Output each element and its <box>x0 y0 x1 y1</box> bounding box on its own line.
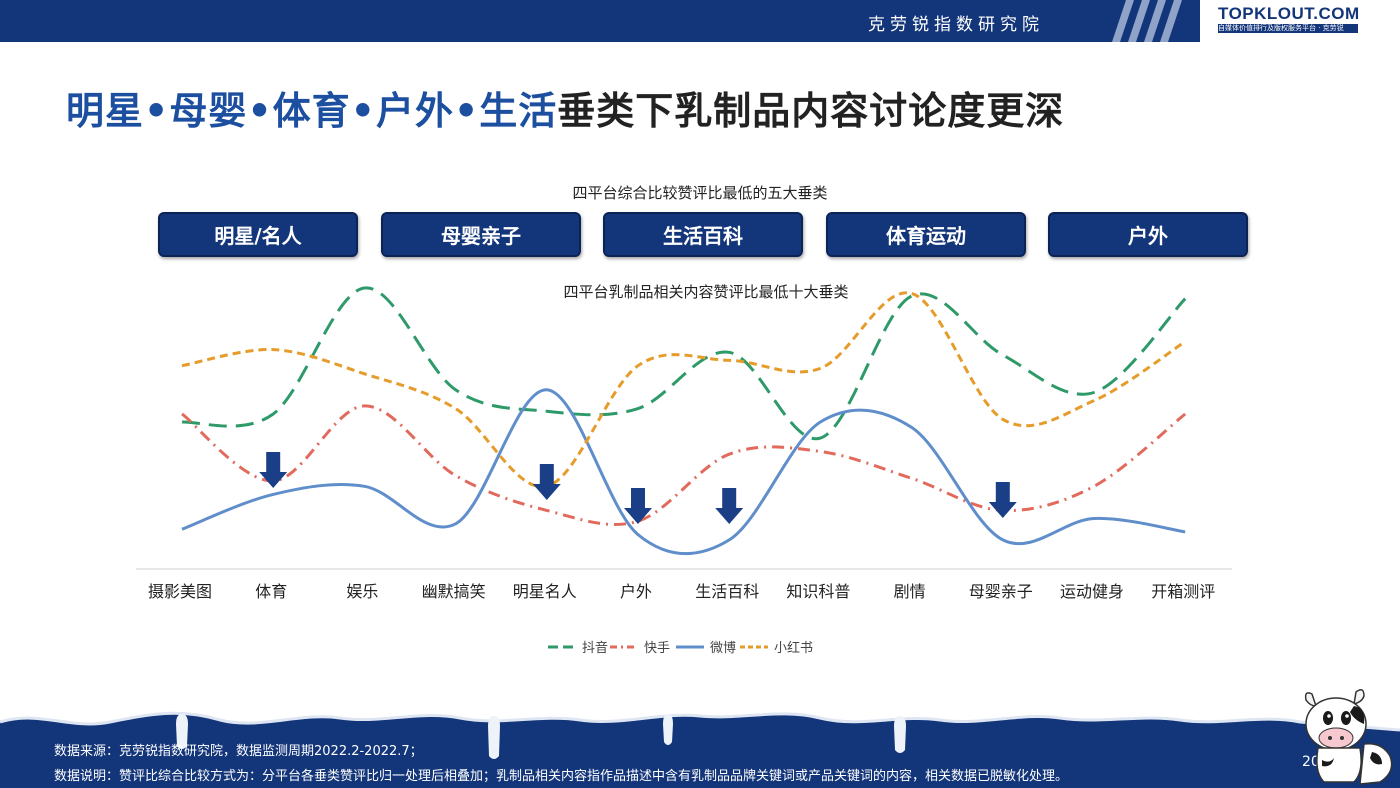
category-box-4: 体育运动 <box>826 212 1026 257</box>
category-box-5: 户外 <box>1048 212 1248 257</box>
highlight-arrow-icon <box>532 464 561 500</box>
series-line-4 <box>181 291 1187 489</box>
x-tick-label: 知识科普 <box>786 582 850 601</box>
title-part-3: 体育 <box>272 89 351 133</box>
x-tick-label: 运动健身 <box>1060 582 1124 601</box>
title-part-2: 母婴 <box>169 89 248 133</box>
x-tick-label: 明星名人 <box>513 582 577 601</box>
title-separator: • <box>453 89 480 133</box>
x-tick-label: 户外 <box>620 582 652 601</box>
x-tick-label: 娱乐 <box>346 582 378 601</box>
highlight-arrow-icon <box>259 452 288 488</box>
series-line-1 <box>181 286 1187 441</box>
x-tick-label: 生活百科 <box>695 582 759 601</box>
brand-logo: TOPKLOUT.COM 自媒体价值排行及版权服务平台 · 克劳锐 <box>1200 0 1400 42</box>
header-bar: 克劳锐指数研究院 TOPKLOUT.COM 自媒体价值排行及版权服务平台 · 克… <box>0 0 1400 42</box>
title-separator: • <box>144 89 170 133</box>
milk-wave-footer <box>0 711 1400 788</box>
chart-legend: 抖音 快手 微博 小红书 <box>548 640 813 656</box>
series-line-3 <box>181 388 1186 556</box>
x-tick-label: 开箱测评 <box>1151 582 1215 601</box>
x-tick-label: 体育 <box>255 582 287 601</box>
cow-mascot-icon <box>1304 689 1393 785</box>
brand-name: TOPKLOUT.COM <box>1218 4 1360 23</box>
highlight-arrow-icon <box>715 488 744 524</box>
page-number: 20 <box>1302 754 1320 770</box>
category-box-3: 生活百科 <box>603 212 803 257</box>
legend-label: 抖音 <box>582 640 608 656</box>
title-rest: 垂类下乳制品内容讨论度更深 <box>557 89 1065 133</box>
brand-tagline: 自媒体价值排行及版权服务平台 · 克劳锐 <box>1218 24 1358 33</box>
x-tick-label: 剧情 <box>894 582 926 601</box>
title-separator: • <box>350 89 376 133</box>
title-part-4: 户外 <box>375 89 454 133</box>
category-box-1: 明星/名人 <box>158 212 358 257</box>
highlight-arrow-icon <box>624 488 652 524</box>
footer-source: 数据来源：克劳锐指数研究院，数据监测周期2022.2-2022.7； <box>54 744 423 759</box>
x-tick-label: 幽默搞笑 <box>422 582 486 601</box>
line-chart: 四平台乳制品相关内容赞评比最低十大垂类 摄影美图 体育 娱乐 幽默搞笑 明星名人 户外 生活… <box>136 283 1232 656</box>
legend-label: 小红书 <box>774 640 813 656</box>
header-stripes <box>1112 0 1182 42</box>
title-separator: • <box>247 89 273 133</box>
title-part-5: 生活 <box>479 89 558 133</box>
highlight-arrow-icon <box>988 482 1017 518</box>
arrow-layer <box>259 452 1017 524</box>
legend-label: 微博 <box>710 641 736 656</box>
series-line-2 <box>181 404 1187 526</box>
category-box-2: 母婴亲子 <box>381 212 581 257</box>
series-layer <box>181 286 1187 556</box>
legend-label: 快手 <box>644 641 670 656</box>
footer-note: 数据说明：赞评比综合比较方式为：分平台各垂类赞评比归一处理后相叠加；乳制品相关内… <box>54 769 1069 784</box>
x-tick-label: 摄影美图 <box>148 582 212 601</box>
x-tick-label: 母婴亲子 <box>969 582 1033 601</box>
title-part-1: 明星 <box>66 89 145 133</box>
chart-title: 四平台乳制品相关内容赞评比最低十大垂类 <box>563 283 848 301</box>
page-title: 明星•母婴•体育•户外•生活垂类下乳制品内容讨论度更深 <box>66 80 1064 135</box>
x-tick-labels: 摄影美图 体育 娱乐 幽默搞笑 明星名人 户外 生活百科 知识科普 剧情 母婴亲子 运动健身 开箱测评 <box>148 582 1215 601</box>
top5-subtitle: 四平台综合比较赞评比最低的五大垂类 <box>572 184 828 202</box>
institute-name: 克劳锐指数研究院 <box>868 15 1044 35</box>
